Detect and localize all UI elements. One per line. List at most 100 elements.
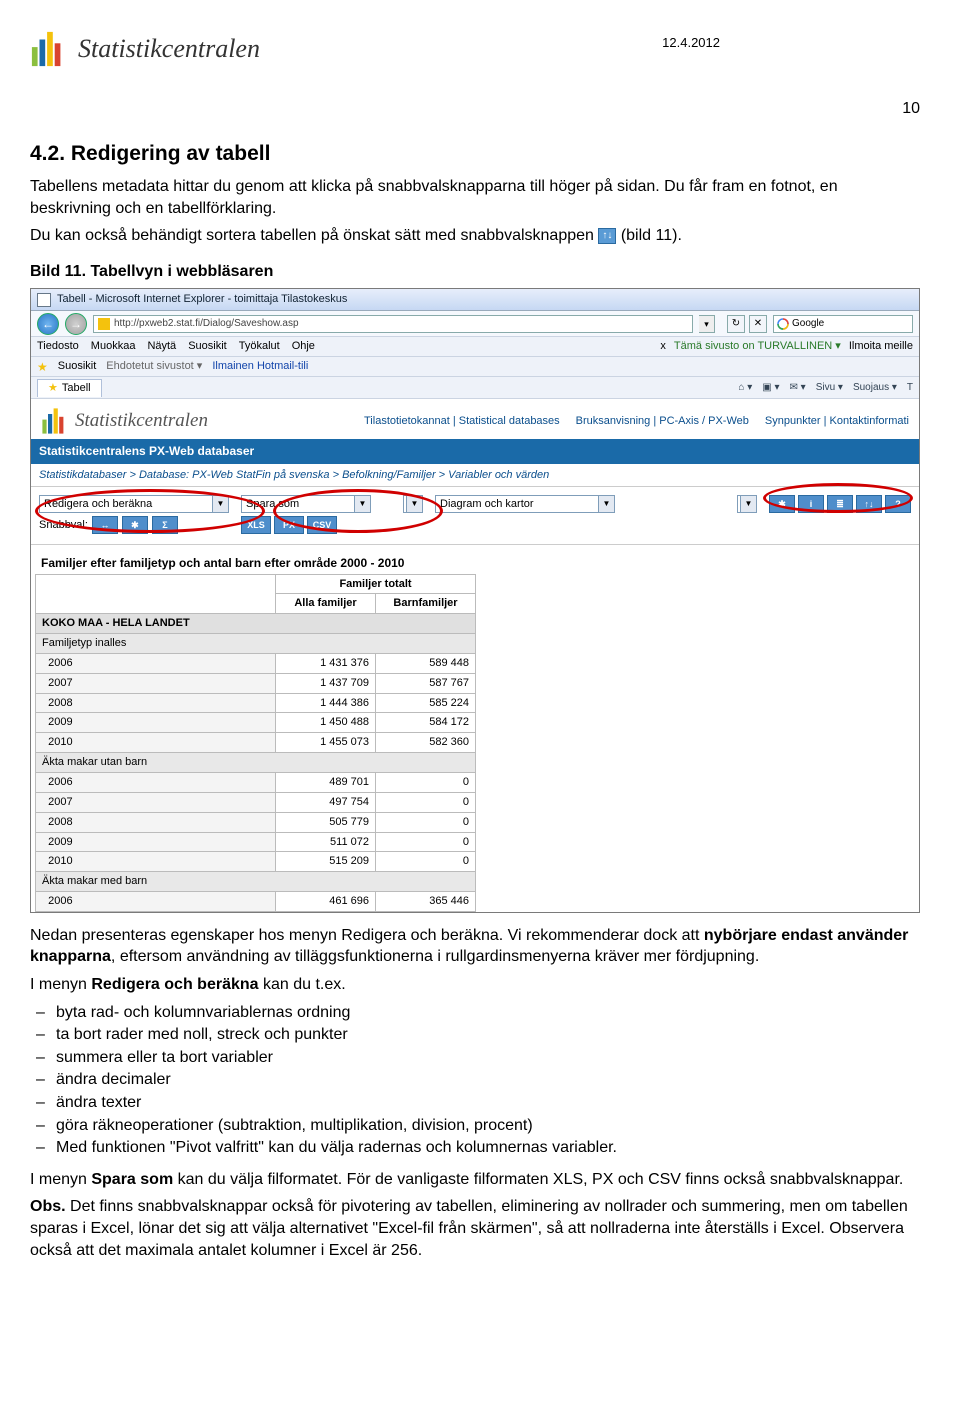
select-small[interactable]: ▼: [737, 495, 757, 513]
toolbar-group-edit: Redigera och beräkna ▼ Snabbval: ↔ ✱ Σ: [39, 495, 229, 534]
report-link[interactable]: Ilmoita meille: [849, 339, 913, 354]
meta-info-button[interactable]: i: [798, 495, 824, 513]
pxweb-toolbar: Redigera och beräkna ▼ Snabbval: ↔ ✱ Σ S…: [31, 487, 919, 545]
after-para-2: I menyn Redigera och beräkna kan du t.ex…: [30, 974, 920, 996]
table-cell: 582 360: [376, 733, 476, 753]
after-2a: I menyn: [30, 976, 91, 993]
ie-address-bar: ← → http://pxweb2.stat.fi/Dialog/Savesho…: [31, 311, 919, 337]
ie-window-title: Tabell - Microsoft Internet Explorer - t…: [57, 292, 347, 307]
snabbval-remove-button[interactable]: ✱: [122, 516, 148, 534]
data-table: Familjer totalt Alla familjer Barnfamilj…: [35, 574, 476, 912]
table-super-header: Familjer totalt: [276, 574, 476, 594]
menu-item[interactable]: Näytä: [147, 339, 176, 354]
top-link[interactable]: Synpunkter | Kontaktinformati: [765, 414, 909, 429]
table-cell: 1 431 376: [276, 653, 376, 673]
top-link[interactable]: Bruksanvisning | PC-Axis / PX-Web: [576, 414, 749, 429]
fav-item[interactable]: Suosikit: [58, 359, 97, 374]
chevron-down-icon: ▼: [406, 496, 422, 512]
list-item: ta bort rader med noll, streck och punkt…: [56, 1024, 920, 1046]
document-body: 4.2. Redigering av tabell Tabellens meta…: [30, 140, 920, 1262]
tab-favicon-icon: ★: [48, 381, 58, 396]
after-4a: Obs.: [30, 1198, 66, 1215]
ie-menu-bar: Tiedosto Muokkaa Näytä Suosikit Työkalut…: [31, 337, 919, 357]
google-icon: [777, 318, 789, 330]
save-csv-button[interactable]: CSV: [307, 516, 337, 534]
site-top-links: Tilastotietokannat | Statistical databas…: [364, 414, 909, 429]
menu-close-x[interactable]: x: [660, 339, 666, 354]
fav-item[interactable]: Ehdotetut sivustot ▾: [106, 359, 202, 374]
select-spara-som[interactable]: Spara som ▼: [241, 495, 371, 513]
table-year-cell: 2010: [36, 852, 276, 872]
table-cell: 0: [376, 832, 476, 852]
select-label: Spara som: [246, 497, 299, 512]
save-xls-button[interactable]: XLS: [241, 516, 271, 534]
toolbar-group-save: Spara som ▼ XLS PX CSV: [241, 495, 371, 534]
menu-item[interactable]: Työkalut: [239, 339, 280, 354]
select-diagram[interactable]: Diagram och kartor ▼: [435, 495, 615, 513]
fav-item[interactable]: Ilmainen Hotmail-tili: [212, 359, 308, 374]
chevron-down-icon: ▼: [740, 496, 756, 512]
meta-desc-button[interactable]: ≣: [827, 495, 853, 513]
table-cell: 365 446: [376, 892, 476, 912]
table-cell: 497 754: [276, 792, 376, 812]
ie-url-field[interactable]: http://pxweb2.stat.fi/Dialog/Saveshow.as…: [93, 315, 693, 333]
list-item: Med funktionen "Pivot valfritt" kan du v…: [56, 1137, 920, 1159]
tool-btn[interactable]: ▣ ▾: [762, 381, 779, 395]
ie-forward-button[interactable]: →: [65, 313, 87, 335]
brand-name: Statistikcentralen: [78, 31, 260, 66]
section-heading: 4.2. Redigering av tabell: [30, 140, 920, 168]
menu-item[interactable]: Suosikit: [188, 339, 227, 354]
table-cell: 515 209: [276, 852, 376, 872]
tool-btn[interactable]: Sivu ▾: [816, 381, 843, 395]
star-icon: ★: [37, 359, 48, 375]
meta-sort-button[interactable]: ↑↓: [856, 495, 882, 513]
snabbval-sum-button[interactable]: Σ: [152, 516, 178, 534]
table-corner: [36, 574, 276, 614]
intro-para-2b: (bild 11).: [621, 227, 682, 244]
table-col-header: Alla familjer: [276, 594, 376, 614]
after-para-1: Nedan presenteras egenskaper hos menyn R…: [30, 925, 920, 968]
document-date: 12.4.2012: [662, 34, 720, 52]
list-item: ändra decimaler: [56, 1069, 920, 1091]
select-small[interactable]: ▼: [403, 495, 423, 513]
intro-para-1: Tabellens metadata hittar du genom att k…: [30, 176, 920, 219]
site-logo-bars-icon: [41, 407, 69, 435]
ie-tab-strip: ★ Tabell ⌂ ▾ ▣ ▾ ✉ ▾ Sivu ▾ Suojaus ▾ T: [31, 377, 919, 399]
snabbval-swap-button[interactable]: ↔: [92, 516, 118, 534]
list-item: byta rad- och kolumnvariablernas ordning: [56, 1002, 920, 1024]
tool-btn[interactable]: T: [907, 381, 913, 395]
table-year-cell: 2006: [36, 892, 276, 912]
meta-help-button[interactable]: ?: [885, 495, 911, 513]
menu-item[interactable]: Muokkaa: [91, 339, 136, 354]
tool-btn[interactable]: ✉ ▾: [790, 381, 806, 395]
ie-search-box[interactable]: Google: [773, 315, 913, 333]
after-para-3: I menyn Spara som kan du välja filformat…: [30, 1169, 920, 1191]
table-cell: 1 444 386: [276, 693, 376, 713]
ie-tab[interactable]: ★ Tabell: [37, 379, 102, 397]
chevron-down-icon: ▼: [354, 496, 370, 512]
menu-item[interactable]: Ohje: [292, 339, 315, 354]
url-dropdown-button[interactable]: ▾: [699, 315, 715, 333]
toolbar-group-diagram: ▼: [403, 495, 423, 513]
select-label: Redigera och beräkna: [44, 497, 152, 512]
ie-refresh-button[interactable]: ↻: [727, 315, 745, 333]
table-cell: 1 437 709: [276, 673, 376, 693]
after-para-4: Obs. Det finns snabbvalsknappar också fö…: [30, 1196, 920, 1261]
ie-app-icon: [37, 293, 51, 307]
breadcrumb[interactable]: Statistikdatabaser > Database: PX-Web St…: [31, 464, 919, 488]
security-status[interactable]: Tämä sivusto on TURVALLINEN ▾: [674, 339, 841, 354]
tool-btn[interactable]: Suojaus ▾: [853, 381, 897, 395]
table-year-cell: 2009: [36, 713, 276, 733]
ie-stop-button[interactable]: ✕: [749, 315, 767, 333]
table-cell: 585 224: [376, 693, 476, 713]
table-year-cell: 2007: [36, 792, 276, 812]
tool-btn[interactable]: ⌂ ▾: [738, 381, 752, 395]
chevron-down-icon: ▼: [598, 496, 614, 512]
ie-back-button[interactable]: ←: [37, 313, 59, 335]
save-px-button[interactable]: PX: [274, 516, 304, 534]
select-redigera[interactable]: Redigera och beräkna ▼: [39, 495, 229, 513]
top-link[interactable]: Tilastotietokannat | Statistical databas…: [364, 414, 560, 429]
meta-footnote-button[interactable]: ✱: [769, 495, 795, 513]
menu-item[interactable]: Tiedosto: [37, 339, 79, 354]
after-1c: , eftersom användning av tilläggsfunktio…: [111, 948, 759, 965]
